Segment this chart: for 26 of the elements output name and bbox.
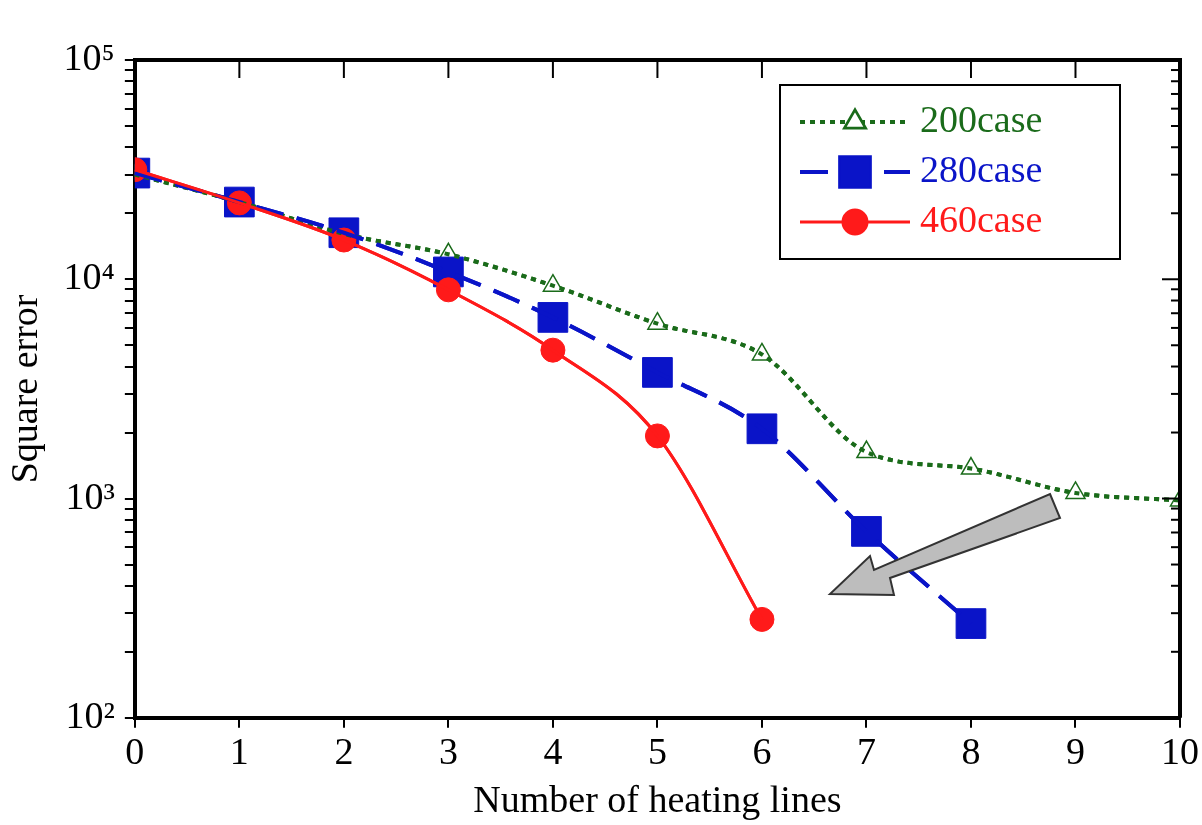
point: [537, 302, 569, 333]
x-tick-label: 0: [125, 729, 145, 772]
legend-label: 200case: [920, 97, 1043, 140]
legend-label: 460case: [920, 197, 1043, 240]
point: [642, 357, 673, 388]
x-tick-label: 7: [856, 729, 876, 772]
x-tick-label: 2: [334, 729, 354, 772]
x-tick-label: 1: [229, 729, 249, 772]
point: [746, 413, 778, 445]
x-tick-label: 5: [647, 729, 667, 772]
y-tick-label: 10⁴: [63, 255, 115, 298]
x-tick-label: 4: [543, 729, 563, 772]
x-tick-label: 3: [438, 729, 458, 772]
legend-label: 280case: [920, 147, 1043, 190]
point: [955, 608, 987, 639]
x-tick-label: 8: [961, 729, 981, 772]
y-axis-title: Square error: [2, 294, 45, 484]
x-tick-label: 9: [1065, 729, 1085, 772]
x-axis-title: Number of heating lines: [473, 778, 842, 821]
point: [851, 516, 882, 547]
point: [749, 606, 775, 632]
x-tick-label: 6: [752, 729, 772, 772]
y-tick-label: 10⁵: [63, 35, 115, 78]
y-tick-label: 10³: [65, 474, 115, 517]
y-tick-label: 10²: [65, 693, 115, 736]
x-tick-label: 10: [1161, 729, 1199, 772]
